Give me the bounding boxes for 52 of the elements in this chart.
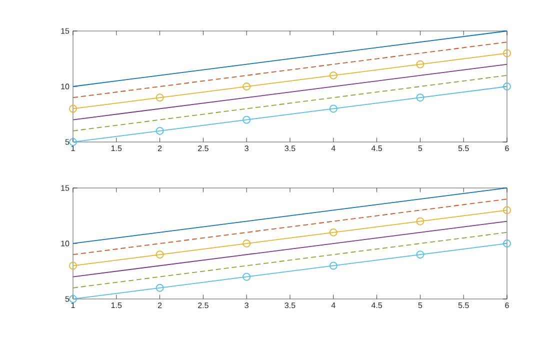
- y-tick-label: 10: [61, 84, 70, 90]
- point: [156, 94, 164, 102]
- point: [69, 104, 77, 113]
- point: [416, 94, 424, 102]
- x-tick-label: 4.5: [371, 302, 382, 308]
- point: [416, 60, 424, 68]
- point: [329, 71, 338, 80]
- point: [329, 262, 338, 270]
- x-tick-label: 1: [71, 146, 75, 152]
- x-tick-label: 4: [331, 302, 336, 308]
- point: [242, 82, 251, 90]
- x-tick-label: 3.5: [284, 146, 296, 152]
- point: [503, 240, 511, 248]
- x-tick-label: 3: [244, 146, 248, 152]
- x-tick-label: 1.5: [111, 302, 122, 308]
- x-tick-label: 5.5: [458, 302, 469, 308]
- point: [242, 116, 251, 124]
- point: [69, 295, 77, 303]
- point: [69, 262, 77, 270]
- point: [156, 126, 164, 135]
- x-tick-label: 5: [418, 302, 422, 308]
- x-tick-label: 5.5: [458, 146, 469, 152]
- x-tick-label: 4.5: [371, 146, 382, 152]
- point: [503, 206, 511, 214]
- x-tick-label: 2: [158, 302, 162, 308]
- point: [156, 284, 164, 292]
- point: [156, 250, 164, 259]
- x-tick-label: 2.5: [198, 146, 208, 152]
- point: [69, 138, 77, 146]
- y-tick-label: 5: [65, 296, 70, 302]
- point: [329, 104, 338, 113]
- x-tick-label: 3.5: [284, 302, 296, 308]
- x-tick-label: 6: [505, 302, 509, 308]
- point: [242, 240, 251, 248]
- point: [503, 49, 511, 58]
- y-tick-label: 15: [61, 185, 70, 191]
- x-tick-label: 2.5: [198, 302, 208, 308]
- y-tick-label: 5: [65, 139, 70, 145]
- point: [329, 228, 338, 236]
- x-tick-label: 6: [505, 146, 509, 152]
- x-tick-label: 4: [331, 146, 336, 152]
- x-tick-label: 3: [244, 302, 248, 308]
- y-tick-label: 15: [61, 28, 70, 34]
- point: [416, 217, 424, 226]
- x-tick-label: 1: [71, 302, 75, 308]
- y-tick-label: 10: [61, 240, 70, 246]
- x-tick-label: 5: [418, 146, 422, 152]
- point: [416, 250, 424, 259]
- point: [503, 82, 511, 90]
- x-tick-label: 2: [158, 146, 162, 152]
- point: [242, 272, 251, 281]
- x-tick-label: 1.5: [111, 146, 122, 152]
